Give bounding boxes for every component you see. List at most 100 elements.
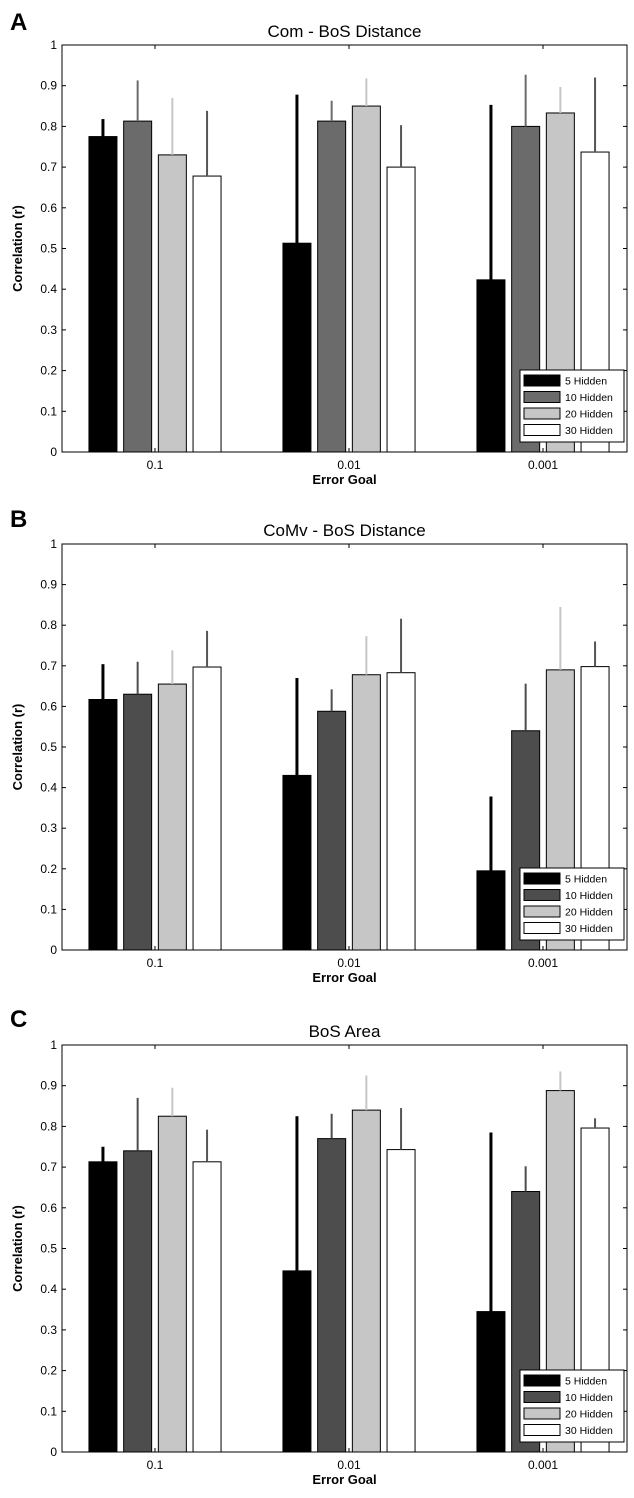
legend-swatch [523,391,561,403]
y-tick-label: 0.9 [40,79,57,93]
y-tick-label: 0.5 [40,1242,57,1256]
y-tick-label: 1 [50,537,57,551]
x-axis-label: Error Goal [312,472,376,487]
bar-5-hidden-1 [282,1270,312,1453]
bar-5-hidden-2 [476,1311,506,1453]
legend-label: 10 Hidden [565,392,613,404]
bar-10-hidden-0 [123,1150,153,1453]
y-tick-label: 0.3 [40,1323,57,1337]
y-tick-label: 0.4 [40,781,57,795]
bar-30-hidden-1 [386,1149,416,1453]
bar-10-hidden-0 [123,693,153,951]
bar-5-hidden-1 [282,774,312,951]
y-tick-label: 0 [50,1445,57,1459]
y-axis-label: Correlation (r) [10,1205,25,1292]
y-axis-label: Correlation (r) [10,205,25,292]
legend-swatch [523,424,561,436]
bar-5-hidden-2 [476,279,506,453]
bar-20-hidden-0 [157,154,187,453]
legend-label: 30 Hidden [565,923,613,935]
x-tick-label: 0.1 [147,956,164,970]
x-tick-label: 0.1 [147,458,164,472]
legend-swatch [523,1374,561,1387]
y-tick-label: 0.8 [40,618,57,632]
y-tick-label: 0.8 [40,1119,57,1133]
x-tick-label: 0.001 [528,956,558,970]
y-tick-label: 0.7 [40,160,57,174]
panel-letter: C [10,1006,27,1033]
x-tick-label: 0.01 [337,956,361,970]
legend-swatch [523,889,561,901]
y-tick-label: 0.4 [40,1282,57,1296]
y-tick-label: 0.1 [40,404,57,418]
y-axis-label: Correlation (r) [10,704,25,791]
y-tick-label: 0.1 [40,1404,57,1418]
legend-label: 30 Hidden [565,425,613,437]
panel-letter: B [10,506,27,533]
bar-5-hidden-0 [88,698,118,951]
y-tick-label: 0.8 [40,119,57,133]
x-tick-label: 0.01 [337,458,361,472]
legend-swatch [523,922,561,934]
x-axis-label: Error Goal [312,970,376,985]
legend-swatch [523,872,561,885]
panel-letter: A [10,9,27,36]
bar-20-hidden-0 [157,1115,187,1453]
legend-swatch [523,1391,561,1403]
x-tick-label: 0.1 [147,1458,164,1472]
legend-swatch [523,374,561,387]
y-tick-label: 0.3 [40,323,57,337]
y-tick-label: 0.9 [40,578,57,592]
legend-label: 5 Hidden [565,874,607,886]
y-tick-label: 0.2 [40,1364,57,1378]
bar-10-hidden-1 [317,120,347,453]
y-tick-label: 0.4 [40,282,57,296]
bar-10-hidden-1 [317,1138,347,1453]
y-tick-label: 0.2 [40,364,57,378]
bar-30-hidden-0 [192,1161,222,1453]
bar-20-hidden-1 [351,674,381,951]
bar-5-hidden-0 [88,1161,118,1453]
legend-label: 20 Hidden [565,1409,613,1421]
bar-20-hidden-0 [157,683,187,951]
y-tick-label: 0.5 [40,740,57,754]
x-tick-label: 0.001 [528,1458,558,1472]
bar-30-hidden-0 [192,666,222,951]
x-tick-label: 0.01 [337,1458,361,1472]
bar-30-hidden-1 [386,672,416,951]
y-tick-label: 0.9 [40,1079,57,1093]
chart-title: CoMv - BoS Distance [263,521,426,540]
bar-20-hidden-1 [351,105,381,453]
y-tick-label: 0 [50,943,57,957]
legend: 5 Hidden 10 Hidden 20 Hidden 30 Hidden [519,867,625,941]
y-tick-label: 0.7 [40,659,57,673]
legend-swatch [523,905,561,918]
legend-label: 5 Hidden [565,376,607,388]
bar-5-hidden-1 [282,242,312,453]
chart-panel-c: C BoS Area 0 0.1 0.2 0.3 0.4 0.5 0.6 0.7 0.8 0.9 1 0.… [10,1006,628,1487]
y-tick-label: 0.6 [40,201,57,215]
bar-30-hidden-1 [386,166,416,453]
legend-label: 10 Hidden [565,1392,613,1404]
chart-panel-a: A Com - BoS Distance 0 0.1 0.2 0.3 0.4 0.5 0.6 0.… [10,9,628,487]
legend-label: 5 Hidden [565,1376,607,1388]
bar-20-hidden-1 [351,1109,381,1453]
legend-label: 10 Hidden [565,890,613,902]
legend-label: 30 Hidden [565,1425,613,1437]
legend-swatch [523,1424,561,1436]
legend-label: 20 Hidden [565,907,613,919]
legend-swatch [523,407,561,420]
y-tick-label: 0.6 [40,1201,57,1215]
legend: 5 Hidden 10 Hidden 20 Hidden 30 Hidden [519,1369,625,1443]
bar-5-hidden-0 [88,136,118,453]
y-tick-label: 1 [50,1038,57,1052]
legend: 5 Hidden 10 Hidden 20 Hidden 30 Hidden [519,369,625,443]
y-tick-label: 1 [50,38,57,52]
legend-label: 20 Hidden [565,409,613,421]
y-tick-label: 0.6 [40,699,57,713]
y-tick-label: 0.1 [40,902,57,916]
y-tick-label: 0.5 [40,242,57,256]
bar-10-hidden-0 [123,120,153,453]
legend-swatch [523,1407,561,1420]
